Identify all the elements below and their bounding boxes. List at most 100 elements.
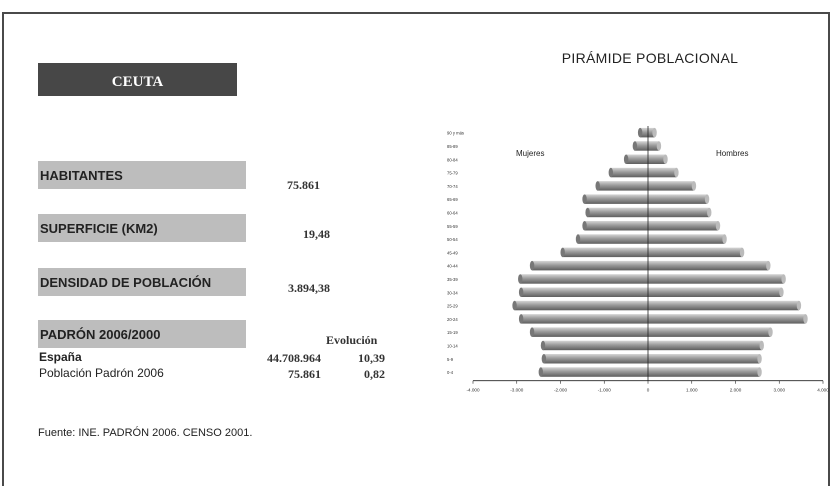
age-tick-label: 60-64	[447, 210, 458, 215]
habitantes-label: HABITANTES	[38, 161, 246, 189]
age-tick-label: 65-69	[447, 197, 458, 202]
bar-cap-mujeres	[518, 274, 523, 284]
bar-cap-hombres	[766, 260, 771, 271]
population-pyramid-chart: 0-4 5-9 10-14 15-19 20-24 25-29 30-34 35-39 40-4…	[447, 126, 829, 393]
bar-cap-mujeres	[560, 247, 565, 258]
bar-cap-hombres	[779, 287, 784, 297]
bar-cap-mujeres	[585, 207, 590, 218]
padron-row-evolucion: 10,39	[358, 351, 385, 365]
padron-row-evolucion: 0,82	[364, 367, 385, 381]
bar-mujeres	[532, 260, 648, 271]
bar-cap-hombres	[652, 127, 657, 138]
x-tick-label: -1.000	[598, 388, 611, 393]
densidad-value: 3.894,38	[288, 281, 330, 295]
bar-cap-hombres	[759, 340, 764, 351]
bar-cap-hombres	[757, 367, 762, 377]
bar-mujeres	[532, 327, 648, 337]
bar-mujeres	[514, 300, 648, 311]
age-tick-label: 70-74	[447, 184, 458, 189]
bar-hombres	[648, 141, 659, 151]
bar-cap-mujeres	[623, 154, 629, 164]
bar-mujeres	[610, 167, 648, 178]
evolucion-header: Evolución	[326, 333, 378, 347]
bar-hombres	[648, 221, 718, 231]
bar-cap-hombres	[663, 154, 668, 164]
padron-row-value: 75.861	[288, 367, 321, 381]
bar-cap-mujeres	[541, 354, 547, 364]
bar-mujeres	[584, 221, 648, 231]
padron-row-value: 44.708.964	[267, 351, 321, 365]
x-tick-label: 1.000	[686, 388, 698, 393]
bar-hombres	[648, 367, 760, 377]
bar-cap-mujeres	[582, 221, 587, 231]
source-note: Fuente: INE. PADRÓN 2006. CENSO 2001.	[38, 427, 253, 439]
bar-mujeres	[640, 127, 648, 138]
age-tick-label: 85-89	[447, 144, 458, 149]
densidad-label: DENSIDAD DE POBLACIÓN	[38, 268, 246, 296]
bar-hombres	[648, 300, 799, 311]
bar-cap-mujeres	[637, 127, 643, 138]
bar-mujeres	[540, 367, 648, 377]
age-tick-label: 80-84	[447, 157, 458, 162]
padron-row-name: España	[39, 350, 82, 364]
bar-cap-mujeres	[518, 287, 524, 297]
age-tick-label: 10-14	[447, 343, 458, 348]
padron-label: PADRÓN 2006/2000	[38, 320, 246, 348]
bar-cap-mujeres	[632, 141, 638, 151]
x-tick-label: -4.000	[466, 388, 479, 393]
age-tick-label: 5-9	[447, 357, 454, 362]
x-tick-label: 4.000	[817, 388, 829, 393]
bar-hombres	[648, 247, 743, 258]
bar-hombres	[648, 274, 784, 284]
bar-cap-hombres	[704, 194, 710, 204]
legend-hombres: Hombres	[716, 149, 748, 158]
x-tick-label: -2.000	[554, 388, 567, 393]
age-tick-label: 40-44	[447, 264, 458, 269]
bar-cap-hombres	[715, 221, 721, 231]
bar-hombres	[648, 167, 677, 178]
age-tick-label: 35-39	[447, 277, 458, 282]
bar-cap-mujeres	[538, 367, 544, 377]
bar-cap-hombres	[691, 181, 697, 191]
bar-hombres	[648, 194, 708, 204]
bar-cap-hombres	[722, 234, 727, 244]
bar-hombres	[648, 314, 806, 324]
bar-cap-mujeres	[512, 300, 517, 311]
bar-cap-mujeres	[582, 194, 587, 204]
superficie-value: 19,48	[303, 227, 330, 241]
bar-cap-hombres	[803, 314, 808, 324]
x-tick-label: -3.000	[510, 388, 523, 393]
bar-hombres	[648, 207, 710, 218]
bar-cap-hombres	[739, 247, 745, 258]
padron-row-name: Población Padrón 2006	[39, 366, 164, 380]
age-tick-label: 55-59	[447, 224, 458, 229]
bar-cap-hombres	[656, 141, 662, 151]
bar-cap-hombres	[707, 207, 712, 218]
bar-mujeres	[520, 274, 648, 284]
age-tick-label: 50-54	[447, 237, 458, 242]
age-tick-label: 20-24	[447, 317, 458, 322]
x-tick-label: 0	[647, 388, 650, 393]
bar-cap-mujeres	[575, 234, 581, 244]
bar-cap-mujeres	[540, 340, 546, 351]
bar-mujeres	[597, 181, 648, 191]
bar-mujeres	[626, 154, 648, 164]
bar-hombres	[648, 327, 771, 337]
bar-cap-mujeres	[529, 327, 535, 337]
bar-cap-mujeres	[608, 167, 614, 178]
age-tick-label: 75-79	[447, 171, 458, 176]
bar-hombres	[648, 340, 762, 351]
bar-mujeres	[578, 234, 648, 244]
bar-mujeres	[584, 194, 648, 204]
x-tick-label: 2.000	[730, 388, 742, 393]
bar-mujeres	[562, 247, 648, 258]
bar-cap-hombres	[781, 274, 786, 284]
age-tick-label: 0-4	[447, 370, 454, 375]
bar-hombres	[648, 154, 666, 164]
bar-cap-mujeres	[529, 260, 535, 271]
bar-hombres	[648, 260, 769, 271]
bar-cap-hombres	[796, 300, 802, 311]
age-tick-label: 45-49	[447, 250, 458, 255]
age-tick-label: 30-34	[447, 290, 458, 295]
